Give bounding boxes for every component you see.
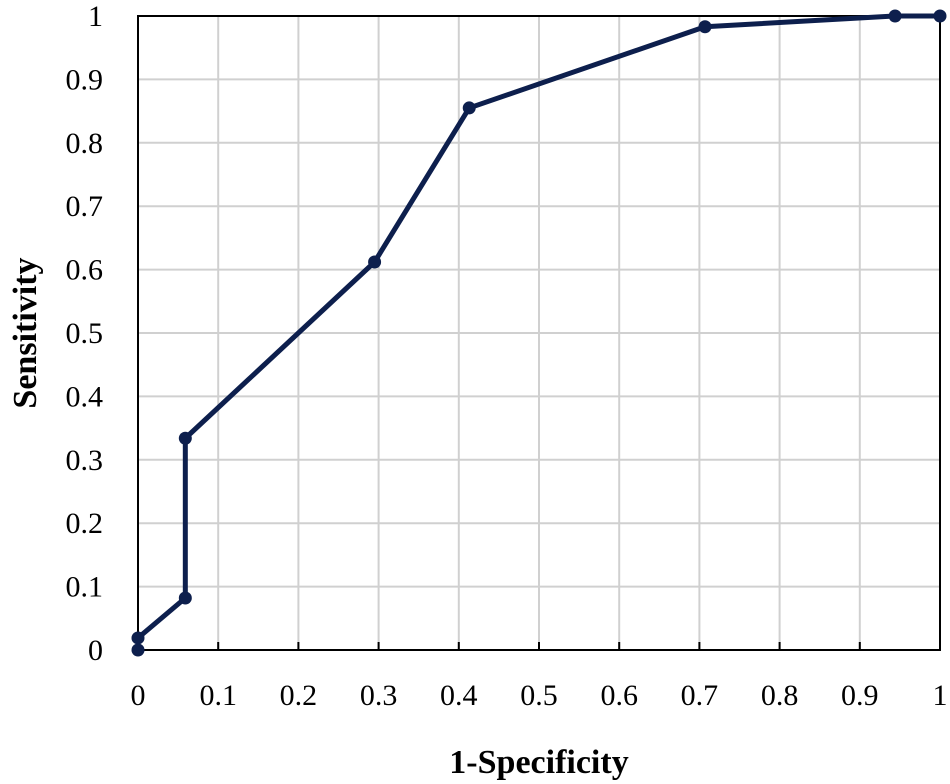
- y-axis-ticks: 0 0.1 0.2 0.3 0.4 0.5 0.6 0.7 0.8 0.9 1: [66, 0, 104, 667]
- data-point-marker: [888, 9, 902, 23]
- y-tick-label: 1: [88, 0, 103, 33]
- x-tick-label: 0.5: [520, 679, 558, 712]
- data-point-marker: [462, 101, 476, 115]
- data-point-marker: [368, 255, 382, 269]
- y-tick-label: 0.2: [66, 507, 104, 540]
- data-point-marker: [933, 9, 947, 23]
- y-tick-label: 0.6: [66, 254, 104, 287]
- x-tick-label: 0.6: [600, 679, 638, 712]
- x-tick-label: 0.2: [280, 679, 318, 712]
- roc-curve: [131, 9, 947, 657]
- y-tick-label: 0.1: [66, 571, 104, 604]
- y-tick-label: 0.7: [66, 190, 104, 223]
- y-tick-label: 0.9: [66, 63, 104, 96]
- y-tick-label: 0.8: [66, 127, 104, 160]
- x-tick-label: 0.8: [761, 679, 799, 712]
- x-tick-label: 0.3: [360, 679, 398, 712]
- x-tick-label: 1: [933, 679, 948, 712]
- y-tick-label: 0.5: [66, 317, 104, 350]
- data-point-marker: [698, 20, 712, 34]
- y-tick-label: 0.4: [66, 380, 104, 413]
- x-tick-label: 0.4: [440, 679, 478, 712]
- x-tick-label: 0.7: [681, 679, 719, 712]
- x-tick-label: 0.9: [841, 679, 879, 712]
- y-tick-label: 0.3: [66, 444, 104, 477]
- grid-lines: [138, 16, 940, 650]
- x-axis-ticks: 0 0.1 0.2 0.3 0.4 0.5 0.6 0.7 0.8 0.9 1: [131, 642, 948, 712]
- data-point-marker: [131, 631, 145, 645]
- y-tick-label: 0: [88, 634, 103, 667]
- y-axis-title: Sensitivity: [7, 257, 44, 408]
- x-tick-label: 0: [131, 679, 146, 712]
- data-point-marker: [131, 643, 145, 657]
- x-axis-title: 1-Specificity: [449, 744, 628, 781]
- data-point-marker: [178, 591, 192, 605]
- x-tick-label: 0.1: [199, 679, 237, 712]
- data-point-marker: [178, 431, 192, 445]
